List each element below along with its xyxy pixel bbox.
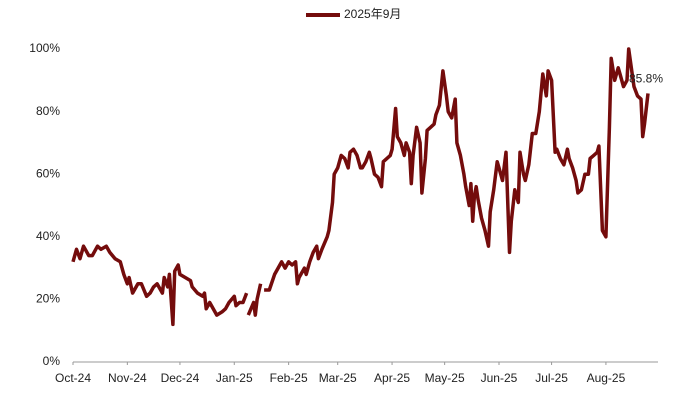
y-tick-label: 20% [36, 292, 60, 306]
x-tick-label: Oct-24 [55, 371, 91, 385]
series-line [264, 47, 650, 292]
y-tick-label: 40% [36, 229, 60, 243]
x-tick-label: Dec-24 [161, 371, 200, 385]
x-tick-label: Jan-25 [216, 371, 253, 385]
x-tick-label: Jun-25 [481, 371, 518, 385]
series-line [71, 244, 249, 327]
y-tick-label: 100% [29, 41, 60, 55]
x-tick-label: Nov-24 [108, 371, 147, 385]
x-tick-label: Mar-25 [319, 371, 357, 385]
series-line [246, 283, 263, 317]
x-tick-label: Apr-25 [374, 371, 410, 385]
legend-label: 2025年9月 [344, 7, 401, 21]
x-tick-label: Jul-25 [535, 371, 568, 385]
y-tick-label: 0% [43, 354, 61, 368]
y-tick-label: 80% [36, 104, 60, 118]
x-tick-label: Aug-25 [587, 371, 626, 385]
x-tick-label: Feb-25 [270, 371, 308, 385]
annotation: 85.8% [629, 72, 663, 86]
y-tick-label: 60% [36, 166, 60, 180]
x-tick-label: May-25 [425, 371, 465, 385]
